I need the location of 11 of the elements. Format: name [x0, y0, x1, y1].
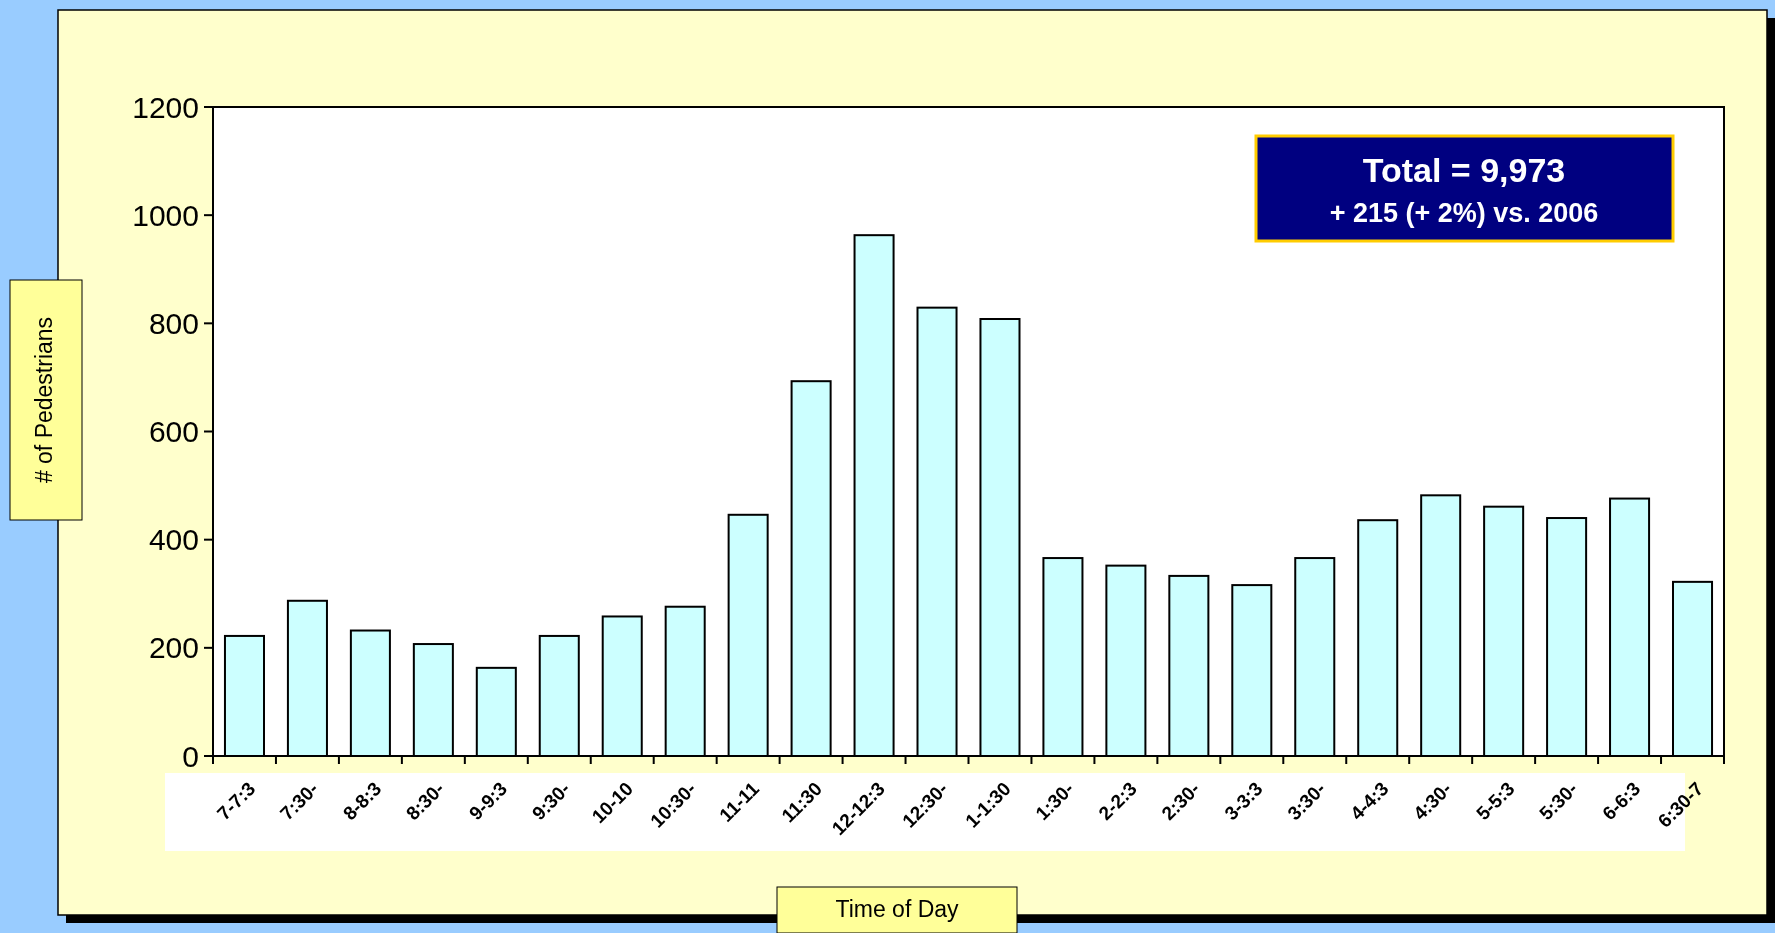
- y-tick-label: 200: [148, 631, 199, 665]
- y-tick-label: 1000: [132, 198, 199, 232]
- annotation: Total = 9,973: [1362, 151, 1566, 189]
- y-axis-title: # of Pedestrians: [31, 316, 57, 484]
- y-tick-label: 0: [182, 739, 199, 773]
- y-tick-label: 1200: [132, 90, 199, 124]
- annotation: + 215 (+ 2%) vs. 2006: [1329, 198, 1599, 228]
- y-tick-label: 600: [148, 415, 199, 448]
- y-tick-label: 400: [148, 523, 199, 557]
- y-tick-label: 800: [148, 306, 199, 340]
- x-axis-title: Time of Day: [835, 896, 960, 922]
